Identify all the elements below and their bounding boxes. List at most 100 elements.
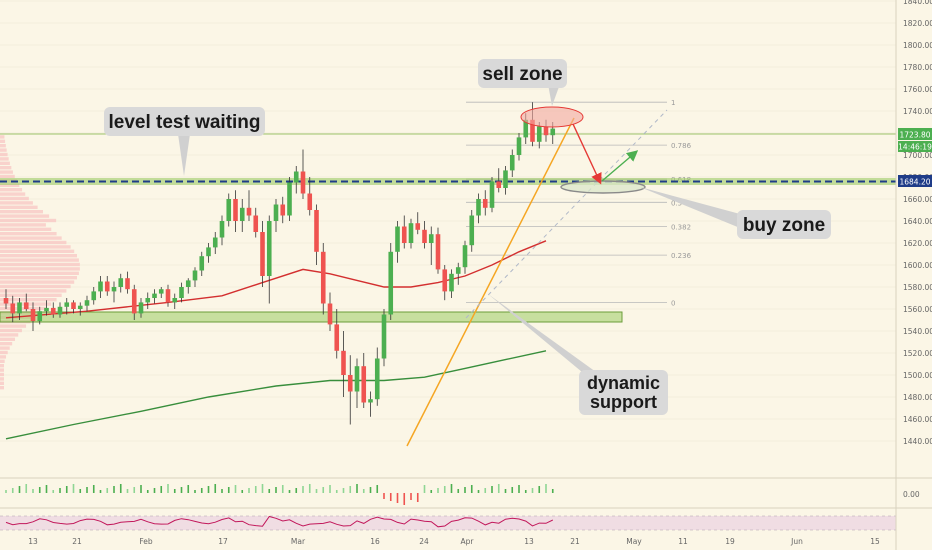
time-tick-label: 13: [524, 537, 534, 546]
price-tick-label: 1580.00: [903, 283, 932, 292]
volume-bar: [25, 484, 28, 493]
candle-body: [212, 237, 218, 248]
candle-body: [131, 289, 137, 314]
price-tick-label: 1540.00: [903, 327, 932, 336]
sell-arrow: [572, 123, 602, 185]
volume-bar: [254, 486, 257, 493]
volume-profile-bar: [0, 232, 57, 236]
volume-profile-bar: [0, 166, 12, 170]
candle-body: [374, 358, 380, 400]
volume-bar: [497, 484, 500, 493]
dynamic-support-pointer: [488, 294, 596, 372]
candle-body: [246, 207, 252, 216]
candle-body: [401, 226, 407, 243]
last-price-label: 1723.80: [899, 131, 930, 140]
price-tick-label: 1500.00: [903, 371, 932, 380]
volume-bar: [342, 488, 345, 493]
fib-level-label: 0.5: [671, 199, 682, 207]
volume-bar: [349, 486, 352, 493]
label-dynamic-support: dynamic support: [579, 370, 668, 415]
volume-bar: [538, 486, 541, 493]
buy-zone-pointer: [640, 187, 740, 228]
volume-bar: [140, 485, 142, 493]
volume-bar: [491, 486, 493, 493]
dynamic-support-line1: dynamic: [587, 373, 660, 393]
volume-profile-bar: [0, 152, 8, 157]
time-tick-label: 16: [370, 537, 380, 546]
volume-bar: [32, 489, 34, 493]
candle-body: [145, 298, 151, 303]
volume-profile-bar: [0, 183, 20, 187]
candle-body: [84, 300, 90, 306]
candle-body: [192, 270, 198, 281]
sell-zone-text: sell zone: [482, 64, 562, 85]
level-test-text: level test waiting: [108, 112, 260, 133]
volume-profile-bar: [0, 276, 77, 280]
volume-bar: [106, 488, 109, 493]
candle-body: [50, 307, 56, 315]
volume-bar: [389, 493, 392, 501]
volume-bar: [315, 489, 318, 493]
volume-bar: [126, 489, 129, 493]
level-test-pointer: [178, 134, 190, 176]
candle-body: [496, 181, 502, 188]
volume-bar: [268, 489, 271, 493]
candle-body: [327, 303, 333, 325]
volume-profile-bar: [0, 161, 10, 165]
candle-body: [23, 302, 29, 309]
volume-profile-bar: [0, 240, 67, 245]
sell-zone-pointer: [548, 84, 560, 106]
candle-body: [239, 207, 245, 221]
volume-bar: [52, 490, 55, 493]
candle-body: [226, 199, 232, 221]
time-tick-label: Feb: [139, 537, 153, 546]
candle-body: [206, 247, 211, 257]
price-tick-label: 1440.00: [903, 437, 932, 446]
fib-level-label: 0: [671, 299, 675, 307]
volume-bar: [261, 484, 264, 493]
volume-profile-bar: [0, 210, 43, 214]
time-axis[interactable]: 13 21 Feb 17 Mar 16 24 Apr 13 21 May 11 19 Jun 15: [28, 537, 880, 546]
candle-body: [71, 302, 76, 309]
candle-body: [260, 232, 265, 276]
volume-bar: [86, 487, 88, 493]
volume-bar: [356, 484, 358, 493]
candle-body: [442, 269, 448, 292]
candle-body: [64, 302, 70, 307]
time-tick-label: Apr: [461, 537, 475, 546]
label-buy-zone: buy zone: [737, 210, 831, 239]
volume-bar: [113, 486, 115, 493]
volume-profile-bar: [0, 223, 46, 227]
candle-body: [422, 229, 427, 243]
volume-bar: [160, 486, 163, 493]
volume-bar: [369, 487, 372, 493]
candle-body: [469, 215, 475, 246]
candle-body: [543, 126, 549, 136]
volume-bar: [470, 485, 473, 493]
candlesticks: [3, 102, 556, 425]
volume-bar: [457, 489, 460, 493]
price-axis[interactable]: 1840.00 1820.00 1800.00 1780.00 1760.00 1740.…: [895, 0, 932, 550]
volume-profile-bar: [0, 144, 6, 148]
volume-bar: [403, 493, 406, 505]
volume-bar: [180, 487, 183, 493]
volume-profile-bar: [0, 170, 13, 174]
volume-profile-bar: [0, 333, 19, 337]
candle-body: [428, 234, 434, 243]
volume-profile-bar: [0, 196, 29, 201]
volume-profile-bar: [0, 298, 57, 302]
support-zone: [0, 311, 623, 323]
volume-profile-bar: [0, 139, 6, 143]
volume-bar: [146, 490, 149, 493]
volume-bar: [187, 485, 190, 493]
time-tick-label: 13: [28, 537, 38, 546]
candle-body: [415, 223, 421, 230]
volume-bar: [504, 489, 507, 493]
price-tick-label: 1780.00: [903, 63, 932, 72]
volume-bar: [335, 490, 338, 493]
volume-bar: [11, 488, 14, 493]
price-tick-label: 1740.00: [903, 107, 932, 116]
candle-body: [489, 181, 495, 208]
volume-bar: [308, 484, 311, 493]
